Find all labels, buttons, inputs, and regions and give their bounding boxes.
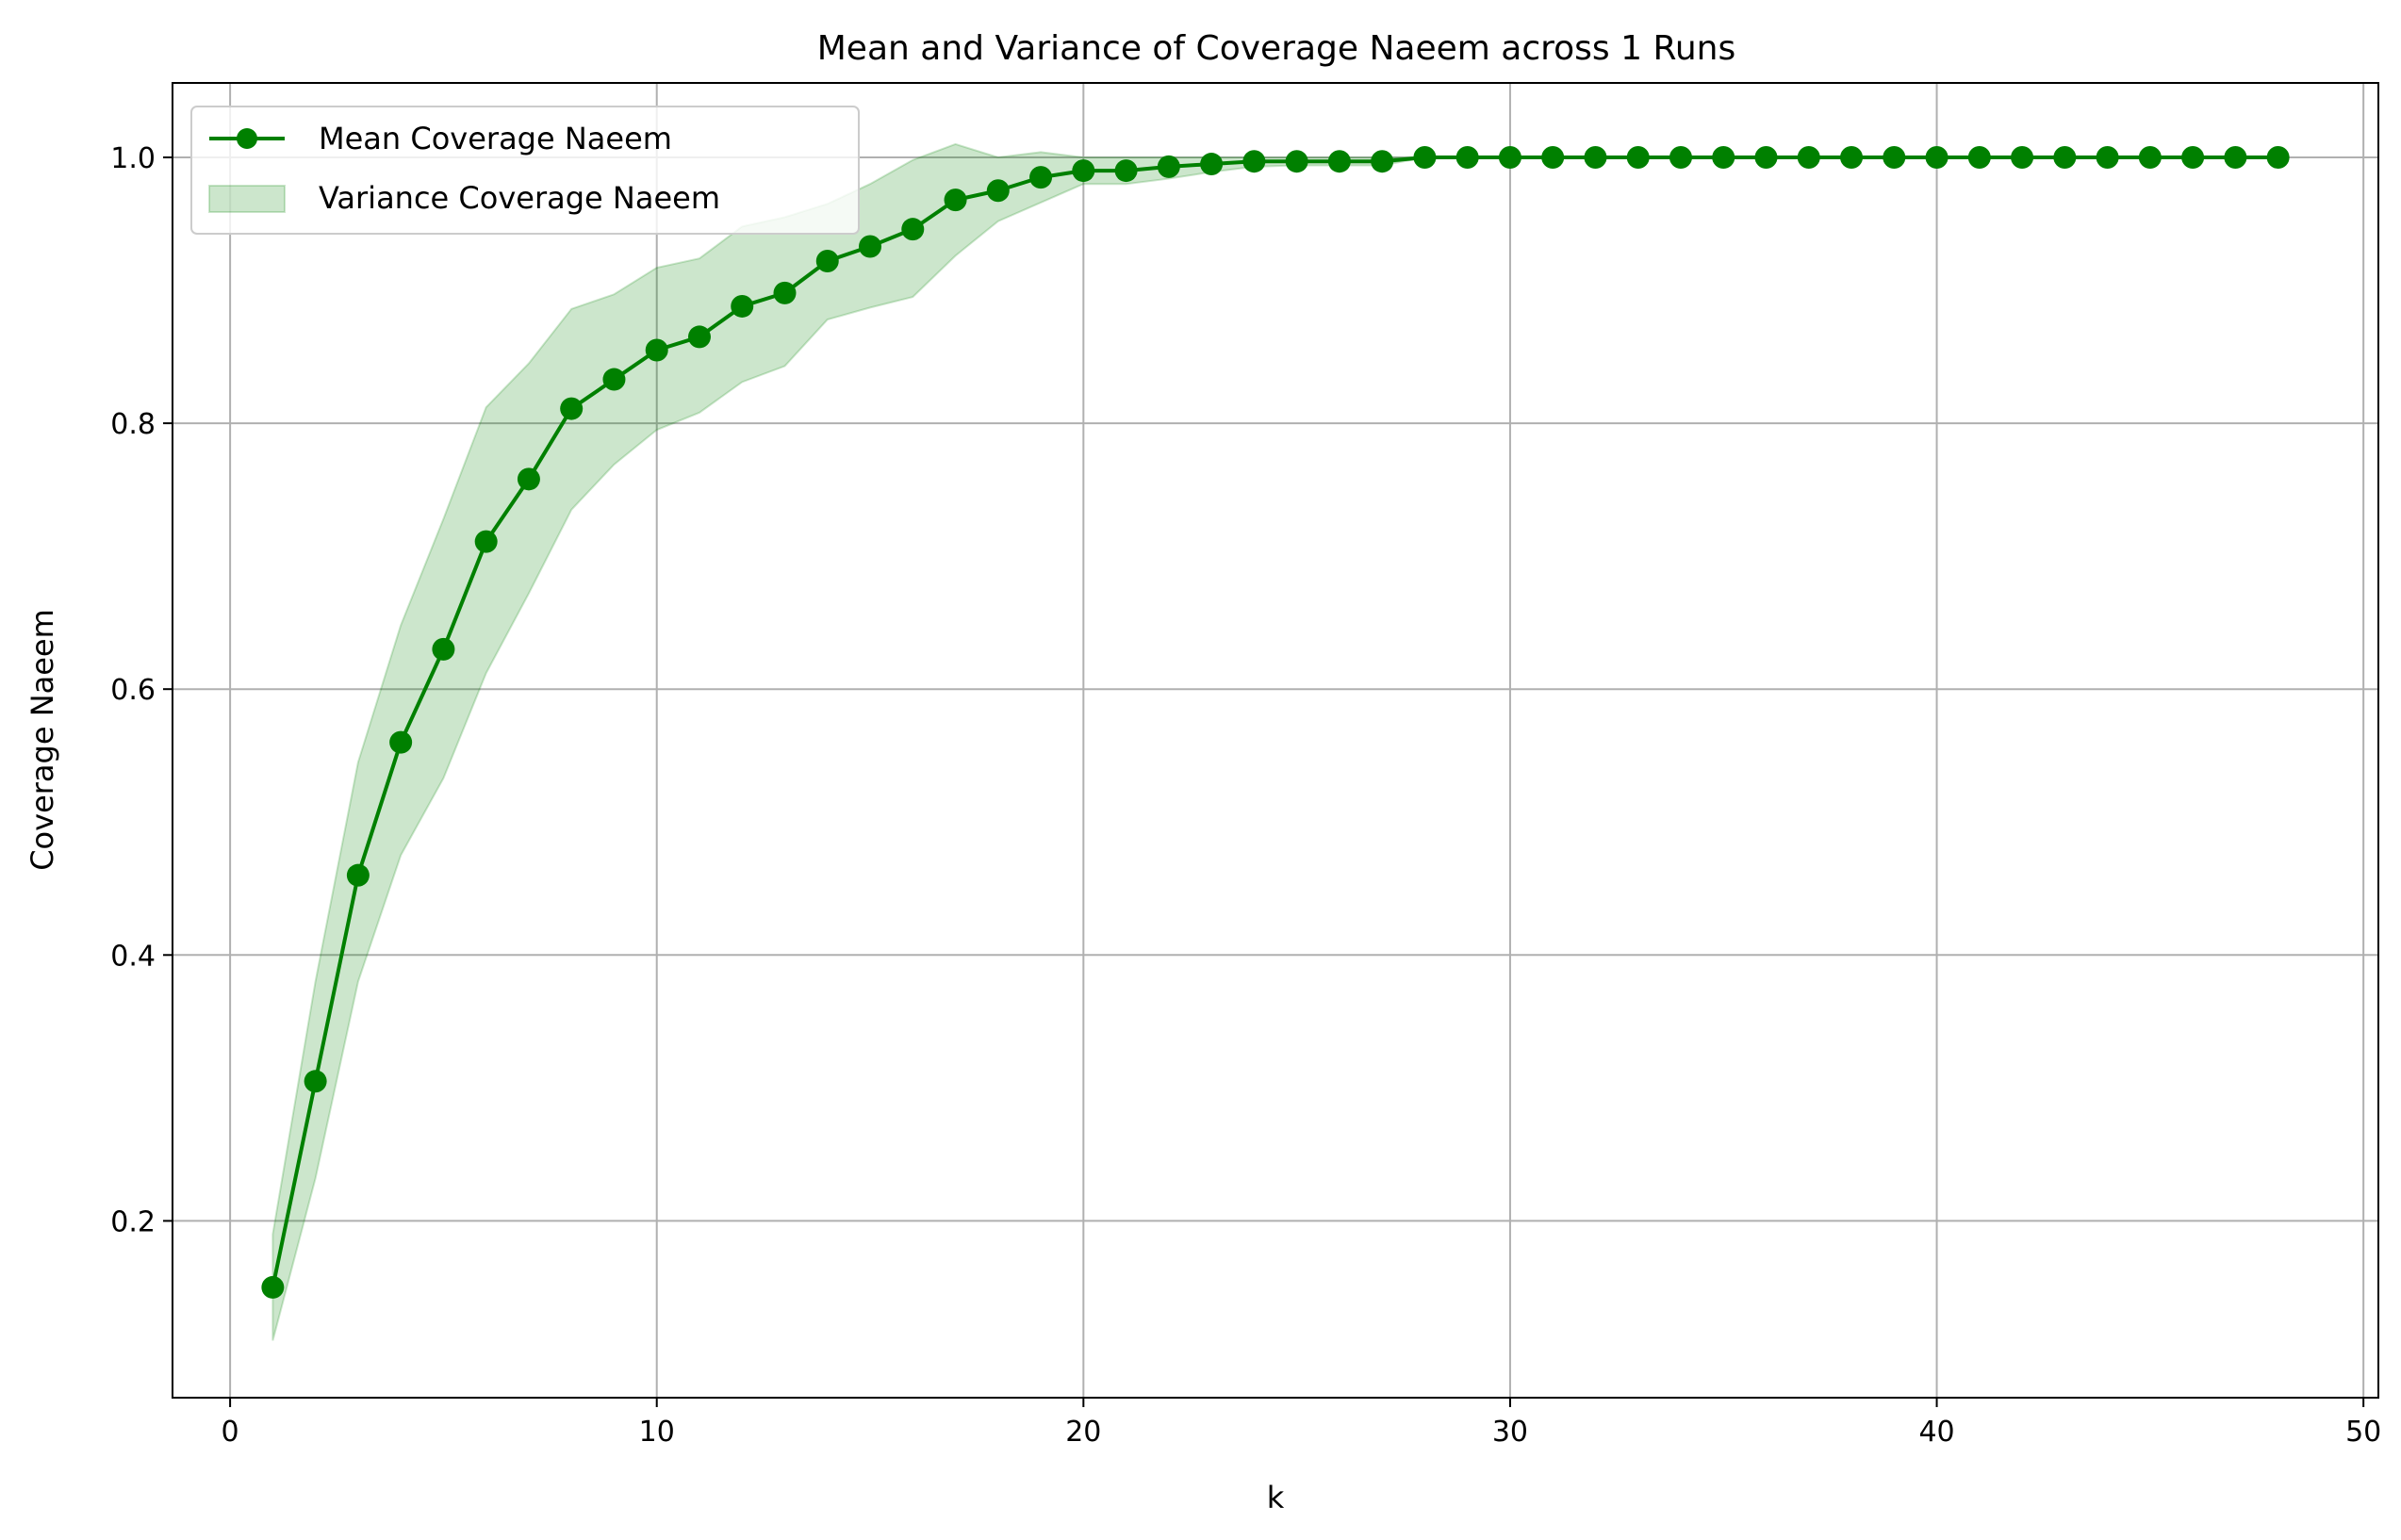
mean-point — [1840, 145, 1864, 169]
y-tick-label: 0.4 — [110, 940, 156, 973]
y-tick-label: 0.2 — [110, 1205, 156, 1238]
mean-point — [346, 863, 370, 887]
mean-point — [1072, 159, 1095, 183]
mean-point — [1413, 145, 1437, 169]
mean-point — [859, 235, 882, 258]
x-tick-label: 40 — [1918, 1416, 1954, 1449]
mean-point — [1669, 145, 1692, 169]
mean-point — [773, 281, 797, 304]
mean-point — [304, 1070, 327, 1093]
legend-mean-marker — [237, 128, 257, 149]
mean-point — [901, 218, 925, 241]
mean-point — [2096, 145, 2119, 169]
mean-point — [1712, 145, 1735, 169]
mean-point — [1584, 145, 1607, 169]
mean-point — [986, 179, 1010, 203]
mean-point — [2181, 145, 2205, 169]
mean-point — [1114, 159, 1138, 183]
mean-point — [1498, 145, 1521, 169]
mean-point — [2266, 145, 2290, 169]
mean-point — [474, 530, 498, 553]
x-tick-label: 20 — [1065, 1416, 1101, 1449]
mean-point — [261, 1275, 285, 1299]
mean-point — [645, 338, 668, 362]
mean-points-layer — [261, 145, 2290, 1299]
mean-point — [1157, 155, 1180, 178]
x-tick-label: 30 — [1492, 1416, 1528, 1449]
mean-point — [602, 368, 626, 391]
legend: Mean Coverage Naeem Variance Coverage Na… — [190, 106, 860, 235]
mean-point — [944, 188, 967, 212]
mean-point — [2053, 145, 2077, 169]
mean-point — [1242, 150, 1266, 173]
y-tick-label: 1.0 — [110, 142, 156, 175]
y-axis-label: Coverage Naeem — [25, 609, 60, 871]
mean-point — [1797, 145, 1820, 169]
mean-point — [432, 637, 455, 661]
x-tick-label: 0 — [222, 1416, 239, 1449]
mean-point — [389, 730, 413, 754]
mean-point — [1626, 145, 1650, 169]
mean-point — [687, 325, 711, 349]
mean-point — [1200, 153, 1224, 176]
mean-point — [1541, 145, 1565, 169]
mean-point — [2011, 145, 2034, 169]
mean-point — [1754, 145, 1778, 169]
mean-point — [1371, 150, 1394, 173]
x-tick-label: 10 — [639, 1416, 675, 1449]
y-tick-label: 0.8 — [110, 408, 156, 441]
y-tick-label: 0.6 — [110, 674, 156, 707]
mean-point — [2138, 145, 2162, 169]
legend-variance-swatch — [208, 185, 286, 213]
mean-point — [1455, 145, 1479, 169]
mean-point — [2224, 145, 2247, 169]
mean-point — [731, 294, 754, 318]
mean-point — [1883, 145, 1906, 169]
axis-ticks: 0 10 20 30 40 50 0.2 0.4 0.6 0.8 1.0 — [110, 142, 2381, 1449]
chart-title: Mean and Variance of Coverage Naeem acro… — [817, 29, 1736, 68]
mean-point — [1029, 166, 1053, 189]
mean-point — [815, 250, 839, 273]
mean-point — [1327, 150, 1351, 173]
mean-point — [1967, 145, 1991, 169]
mean-point — [1285, 150, 1308, 173]
x-axis-label: k — [1267, 1480, 1285, 1515]
legend-variance-label: Variance Coverage Naeem — [319, 180, 720, 216]
legend-frame — [190, 106, 860, 235]
legend-mean-label: Mean Coverage Naeem — [319, 121, 672, 156]
plot-frame — [172, 82, 2379, 1399]
mean-point — [517, 467, 540, 491]
x-tick-label: 50 — [2345, 1416, 2381, 1449]
mean-point — [1925, 145, 1949, 169]
mean-point — [560, 397, 584, 420]
